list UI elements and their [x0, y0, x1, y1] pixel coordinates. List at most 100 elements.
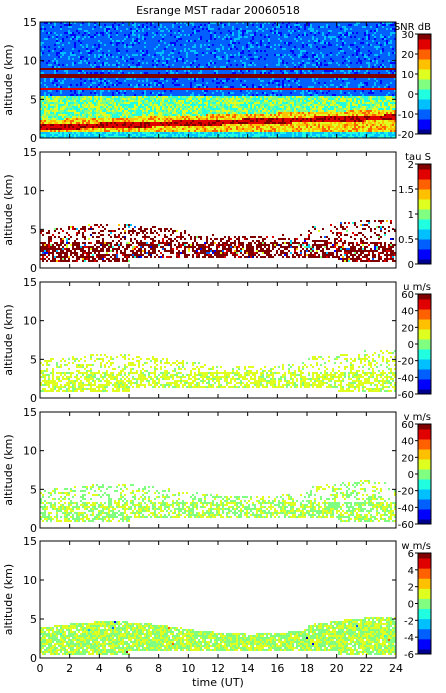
snr-cell	[146, 126, 148, 128]
snr-cell	[46, 74, 48, 76]
snr-cell	[130, 94, 132, 96]
snr-cell	[136, 96, 138, 98]
snr-cell	[148, 98, 150, 100]
snr-cell	[196, 58, 198, 60]
snr-cell	[226, 58, 228, 60]
snr-cell	[266, 112, 268, 114]
snr-cell	[188, 28, 190, 30]
snr-cell	[42, 88, 44, 90]
snr-cell	[116, 74, 118, 76]
snr-cell	[84, 104, 86, 106]
snr-cell	[106, 28, 108, 30]
snr-cell	[50, 124, 52, 126]
snr-cell	[94, 66, 96, 68]
snr-cell	[162, 40, 164, 42]
snr-cell	[168, 44, 170, 46]
snr-cell	[224, 68, 226, 70]
snr-cell	[100, 130, 102, 132]
snr-cell	[132, 32, 134, 34]
snr-cell	[268, 52, 270, 54]
snr-cell	[266, 88, 268, 90]
snr-cell	[60, 128, 62, 130]
snr-cell	[146, 106, 148, 108]
snr-cell	[44, 78, 46, 80]
snr-cell	[218, 102, 220, 104]
snr-cell	[42, 106, 44, 108]
snr-cell	[190, 94, 192, 96]
snr-cell	[174, 84, 176, 86]
snr-cell	[104, 46, 106, 48]
snr-cell	[228, 86, 230, 88]
snr-cell	[76, 128, 78, 130]
snr-cell	[122, 110, 124, 112]
snr-cell	[174, 82, 176, 84]
snr-cell	[160, 52, 162, 54]
snr-cell	[164, 112, 166, 114]
snr-cell	[152, 46, 154, 48]
snr-cell	[216, 132, 218, 134]
snr-cell	[266, 94, 268, 96]
snr-cell	[124, 126, 126, 128]
snr-cell	[206, 124, 208, 126]
snr-cell	[228, 76, 230, 78]
snr-cell	[114, 102, 116, 104]
snr-cell	[152, 120, 154, 122]
snr-cell	[262, 50, 264, 52]
snr-cell	[136, 98, 138, 100]
snr-cell	[88, 82, 90, 84]
snr-cell	[214, 32, 216, 34]
snr-cell	[56, 100, 58, 102]
snr-cell	[212, 72, 214, 74]
snr-cell	[100, 94, 102, 96]
snr-cell	[94, 112, 96, 114]
snr-cell	[244, 128, 246, 130]
snr-cell	[226, 38, 228, 40]
snr-cell	[88, 130, 90, 132]
snr-cell	[230, 136, 232, 138]
snr-cell	[112, 54, 114, 56]
snr-cell	[270, 28, 272, 30]
snr-cell	[66, 72, 68, 74]
snr-cell	[72, 106, 74, 108]
snr-cell	[44, 124, 46, 126]
snr-cell	[70, 130, 72, 132]
snr-cell	[186, 114, 188, 116]
snr-cell	[204, 110, 206, 112]
snr-cell	[272, 74, 274, 76]
snr-cell	[186, 72, 188, 74]
snr-cell	[242, 34, 244, 36]
snr-cell	[136, 128, 138, 130]
snr-cell	[212, 122, 214, 124]
snr-cell	[166, 68, 168, 70]
snr-cell	[146, 128, 148, 130]
snr-cell	[56, 44, 58, 46]
snr-cell	[118, 100, 120, 102]
snr-cell	[174, 88, 176, 90]
snr-cell	[54, 52, 56, 54]
snr-cell	[60, 118, 62, 120]
snr-cell	[258, 122, 260, 124]
snr-cell	[180, 34, 182, 36]
snr-cell	[174, 104, 176, 106]
snr-cell	[250, 90, 252, 92]
snr-cell	[60, 82, 62, 84]
snr-cell	[70, 52, 72, 54]
snr-cell	[166, 106, 168, 108]
snr-cell	[68, 116, 70, 118]
snr-cell	[88, 106, 90, 108]
snr-cell	[122, 102, 124, 104]
snr-cell	[234, 122, 236, 124]
snr-cell	[256, 68, 258, 70]
snr-cell	[50, 72, 52, 74]
snr-cell	[216, 126, 218, 128]
snr-cell	[242, 110, 244, 112]
snr-cell	[254, 116, 256, 118]
snr-cell	[134, 26, 136, 28]
snr-cell	[86, 58, 88, 60]
snr-cell	[194, 126, 196, 128]
snr-cell	[156, 104, 158, 106]
snr-cell	[82, 38, 84, 40]
snr-cell	[230, 130, 232, 132]
snr-cell	[218, 54, 220, 56]
snr-cell	[96, 86, 98, 88]
